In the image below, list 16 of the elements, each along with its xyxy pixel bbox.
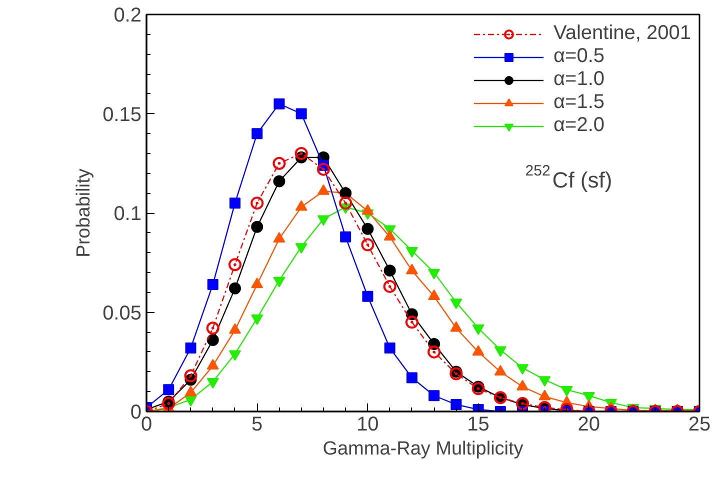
x-tick-label: 10 (356, 414, 379, 436)
legend-label: α=2.0 (553, 114, 605, 137)
x-tick-label: 15 (467, 414, 490, 436)
x-tick-label: 25 (688, 414, 711, 436)
legend-label: Valentine, 2001 (553, 22, 691, 45)
legend-label: α=1.5 (553, 91, 605, 114)
x-axis-title: Gamma-Ray Multiplicity (322, 438, 524, 460)
y-tick-label: 0.2 (114, 4, 142, 26)
y-tick-label: 0.1 (114, 203, 142, 225)
x-tick-label: 20 (578, 414, 600, 436)
x-tick-label: 5 (252, 414, 263, 436)
legend-label: α=1.0 (553, 68, 605, 91)
y-axis-title: Probability (74, 168, 95, 258)
legend-label: α=0.5 (553, 45, 605, 68)
y-tick-label: 0.05 (102, 302, 142, 324)
y-tick-label: 0.15 (102, 104, 142, 126)
